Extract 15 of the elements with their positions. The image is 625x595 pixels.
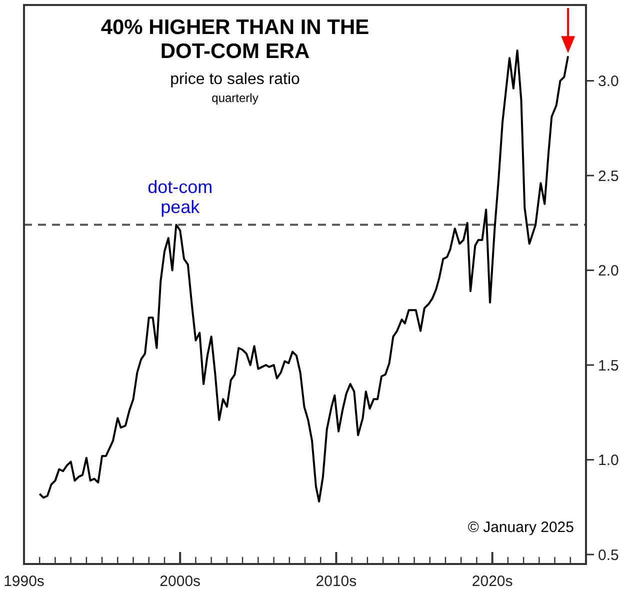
y-tick-label: 2.5: [598, 168, 619, 185]
ref-line-label: dot-com peak: [148, 176, 213, 217]
annotation: © January 2025: [468, 519, 574, 536]
text: 40% HIGHER THAN IN THE DOT-COM ERA: [100, 16, 370, 63]
y-tick-label: 0.5: [598, 546, 619, 564]
y-tick-label: 2.0: [598, 262, 619, 280]
y-tick-label: 3.0: [598, 73, 619, 90]
x-tick-label: 2020s: [472, 573, 513, 590]
text: price to sales ratio: [170, 71, 300, 88]
x-tick-label: 2000s: [160, 573, 201, 590]
x-tick-label: 2010s: [316, 573, 357, 590]
annotation: quarterly: [212, 91, 258, 105]
y-tick-label: 1.5: [598, 357, 619, 374]
y-tick-label: 1.0: [598, 452, 619, 470]
x-tick-label: 1990s: [4, 573, 44, 590]
